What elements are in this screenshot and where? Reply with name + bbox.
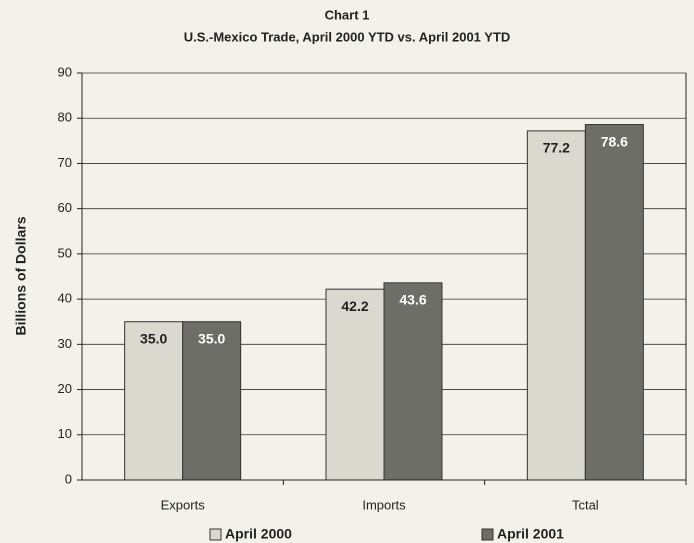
bar xyxy=(325,288,385,481)
data-label: 78.6 xyxy=(601,133,628,149)
y-tick-label: 30 xyxy=(58,336,72,351)
x-tick-label: Imports xyxy=(362,497,406,512)
y-tick-label: 0 xyxy=(65,471,72,486)
legend-swatch xyxy=(481,528,494,541)
bar xyxy=(182,321,242,481)
data-label: 43.6 xyxy=(399,292,426,308)
bar xyxy=(124,321,184,481)
data-label: 42.2 xyxy=(341,298,368,314)
data-label: 35.0 xyxy=(198,330,225,346)
bar xyxy=(584,124,644,481)
x-tick-label: Tctal xyxy=(572,497,599,512)
legend-swatch xyxy=(209,528,222,541)
y-tick-label: 40 xyxy=(58,291,72,306)
y-tick-label: 60 xyxy=(58,200,72,215)
y-tick-label: 90 xyxy=(58,64,72,79)
legend-label: April 2000 xyxy=(225,526,292,542)
chart-subtitle: U.S.-Mexico Trade, April 2000 YTD vs. Ap… xyxy=(184,29,511,44)
bar xyxy=(526,130,586,481)
y-tick-label: 70 xyxy=(58,155,72,170)
legend-label: April 2001 xyxy=(497,526,564,542)
bar xyxy=(383,282,443,481)
y-tick-label: 20 xyxy=(58,381,72,396)
data-label: 77.2 xyxy=(543,140,570,156)
y-axis-title: Billions of Dollars xyxy=(13,216,29,335)
data-label: 35.0 xyxy=(140,330,167,346)
x-tick-label: Exports xyxy=(161,497,206,512)
y-tick-label: 50 xyxy=(58,245,72,260)
y-tick-label: 10 xyxy=(58,426,72,441)
chart-title: Chart 1 xyxy=(325,7,370,22)
y-tick-label: 80 xyxy=(58,110,72,125)
